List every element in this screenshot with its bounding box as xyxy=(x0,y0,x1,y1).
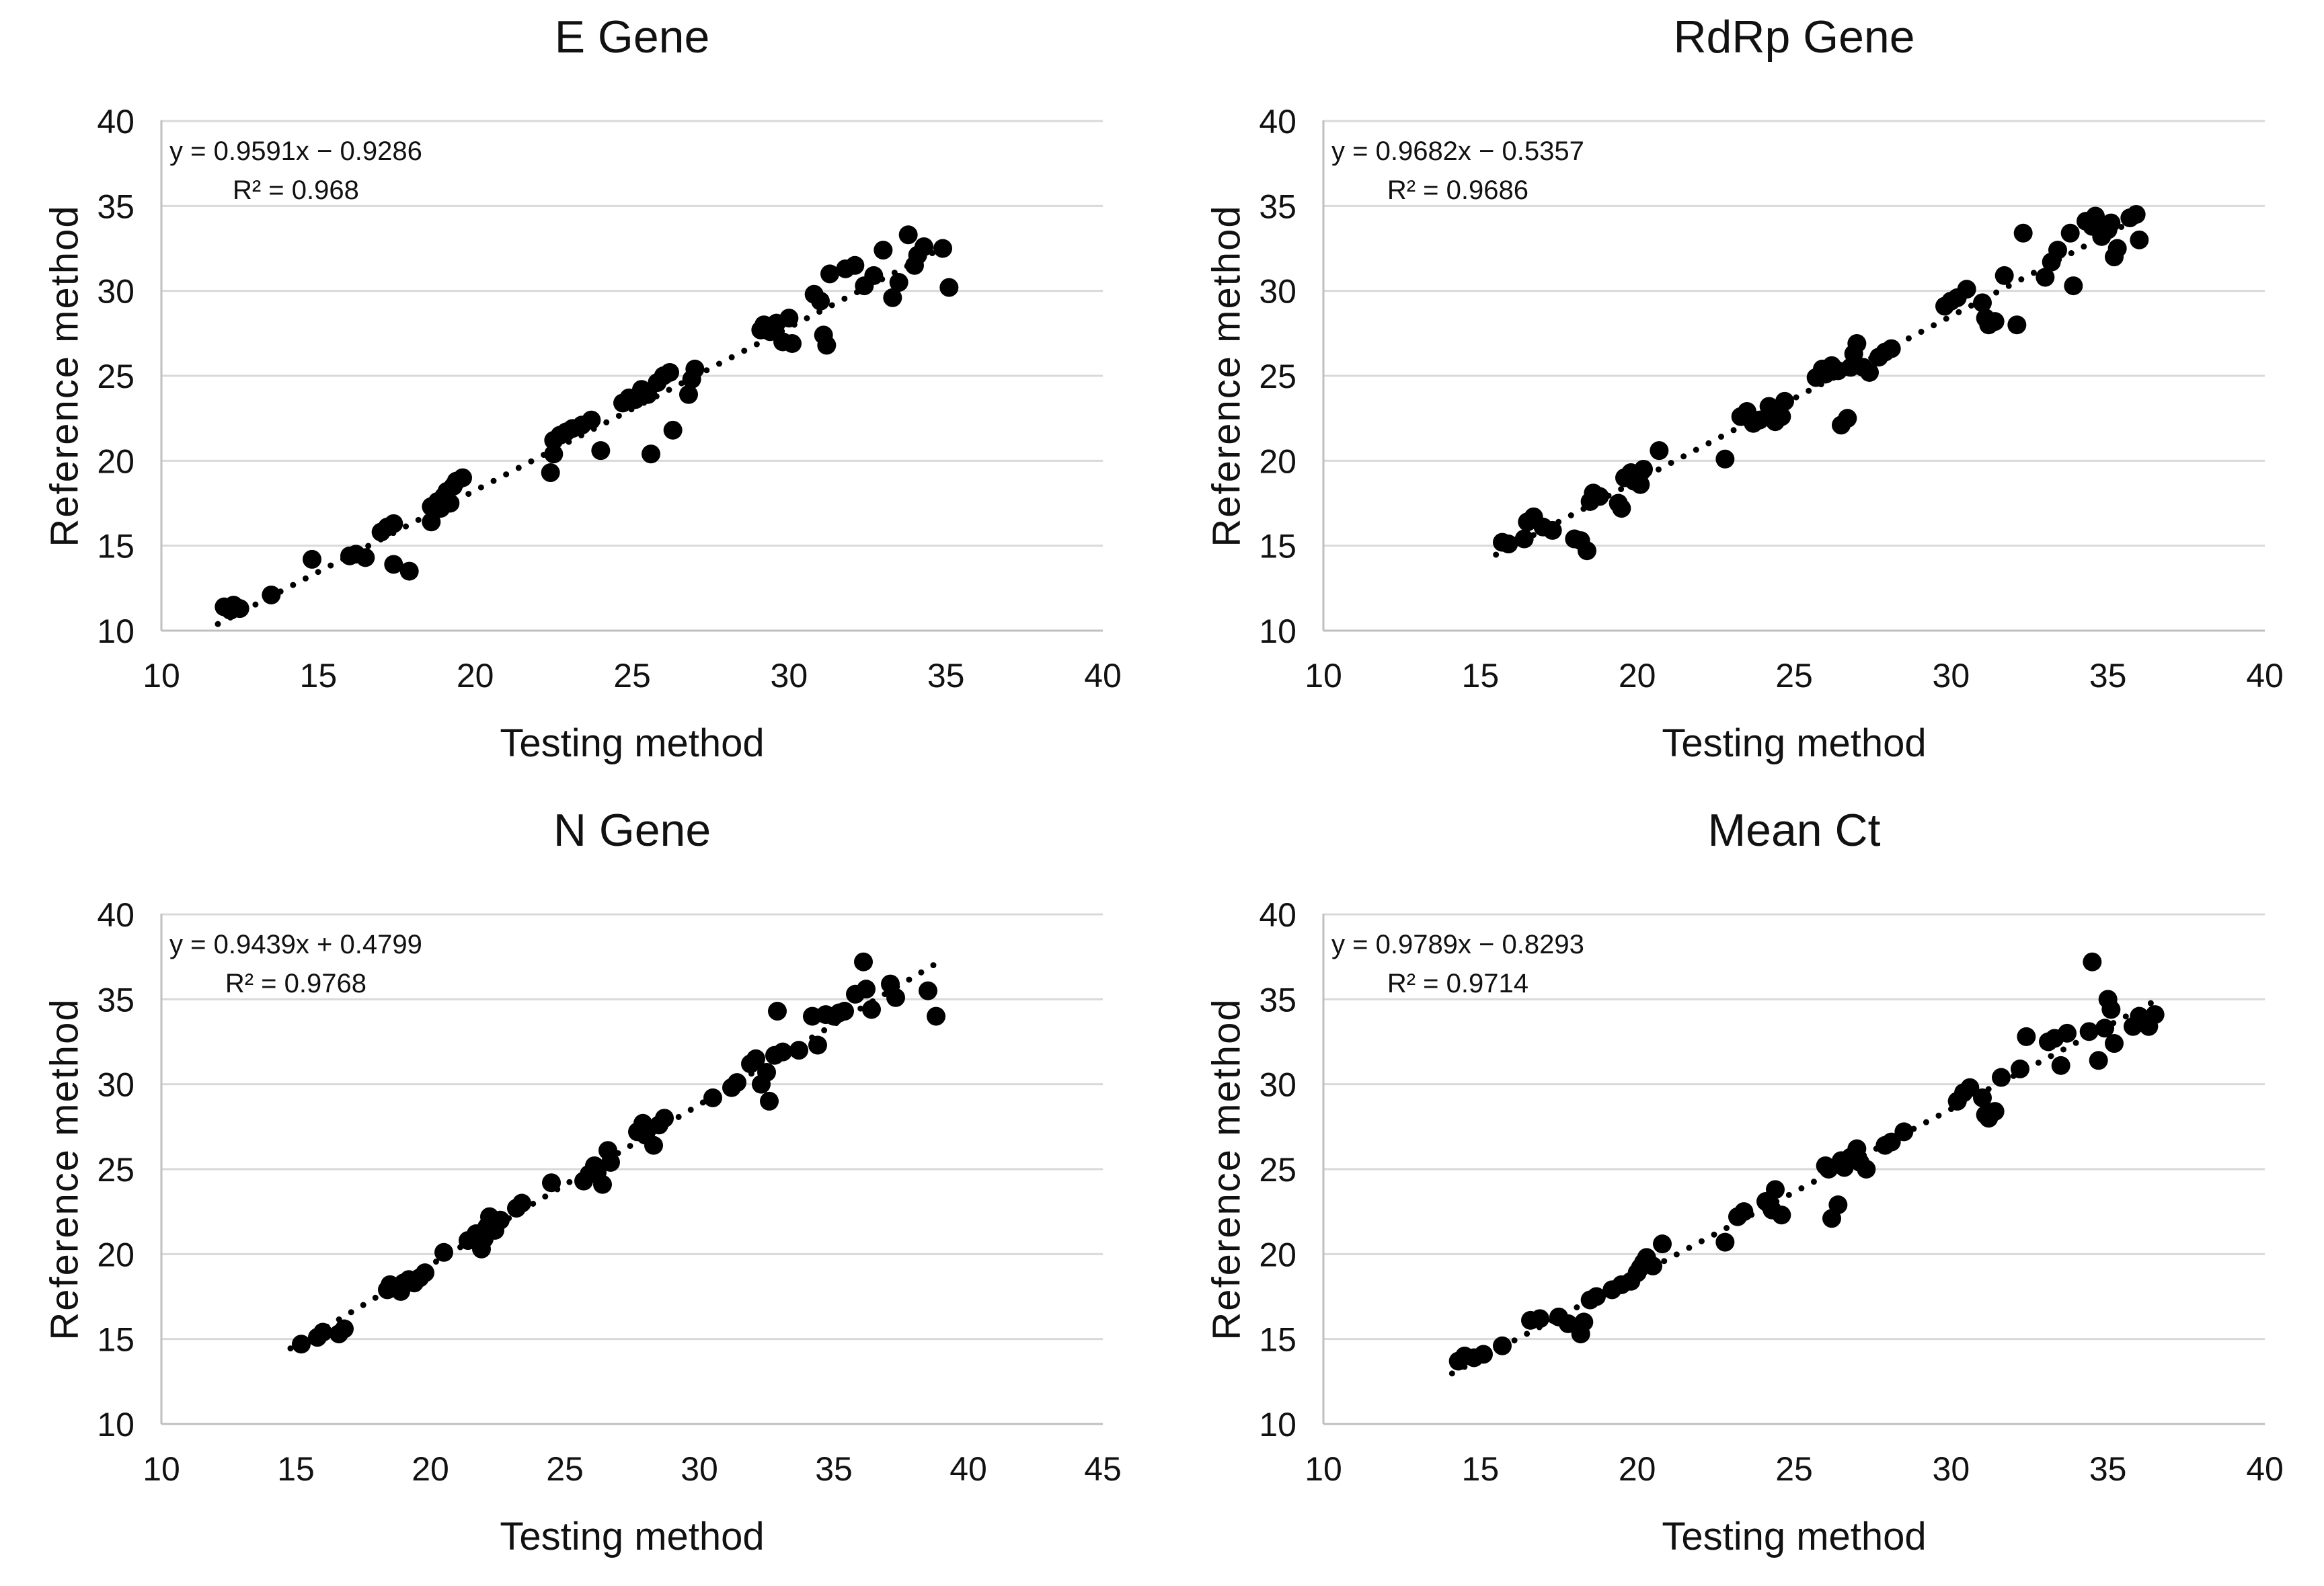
svg-text:40: 40 xyxy=(950,1450,987,1488)
svg-text:15: 15 xyxy=(1259,528,1296,565)
svg-text:25: 25 xyxy=(97,358,134,395)
svg-text:35: 35 xyxy=(2089,657,2127,695)
svg-text:30: 30 xyxy=(1259,1066,1296,1104)
trendline-equation: y = 0.9591x − 0.9286 R² = 0.968 xyxy=(169,132,422,210)
svg-text:10: 10 xyxy=(1259,612,1296,650)
chart-title: Mean Ct xyxy=(1707,805,1881,856)
svg-text:20: 20 xyxy=(1259,442,1296,480)
chart-panel-mean-ct: 10 15 20 25 30 35 40 10 15 20 25 30 35 40 Mean Ct y =… xyxy=(1162,793,2324,1586)
svg-text:30: 30 xyxy=(97,273,134,311)
r-squared-line: R² = 0.9714 xyxy=(1387,969,1528,998)
svg-text:40: 40 xyxy=(97,103,134,141)
svg-text:40: 40 xyxy=(97,896,134,934)
svg-text:20: 20 xyxy=(97,1236,134,1273)
svg-text:15: 15 xyxy=(97,1321,134,1359)
svg-text:20: 20 xyxy=(412,1450,449,1488)
svg-text:20: 20 xyxy=(1619,1450,1656,1488)
svg-text:10: 10 xyxy=(143,1450,180,1488)
svg-text:15: 15 xyxy=(1462,1450,1500,1488)
svg-text:40: 40 xyxy=(1084,657,1122,695)
svg-text:10: 10 xyxy=(1305,657,1342,695)
chart-panel-n-gene: 10 15 20 25 30 35 40 10 15 20 25 30 35 40 45 N Gene y … xyxy=(0,793,1162,1586)
svg-text:15: 15 xyxy=(1259,1321,1296,1359)
chart-panel-e-gene: 10 15 20 25 30 35 40 10 15 20 25 30 35 40 E Gene y = … xyxy=(0,0,1162,793)
y-axis-title: Reference method xyxy=(1204,204,1249,547)
svg-text:40: 40 xyxy=(2246,1450,2284,1488)
scatter-chart-n-gene: 10 15 20 25 30 35 40 10 15 20 25 30 35 40 45 xyxy=(97,896,1122,1488)
svg-text:20: 20 xyxy=(1619,657,1656,695)
svg-text:40: 40 xyxy=(1259,896,1296,934)
svg-text:10: 10 xyxy=(97,1406,134,1443)
svg-text:40: 40 xyxy=(2246,657,2284,695)
svg-text:25: 25 xyxy=(1259,358,1296,395)
svg-text:35: 35 xyxy=(1259,981,1296,1019)
svg-text:45: 45 xyxy=(1084,1450,1122,1488)
scatter-chart-rdrp-gene: 10 15 20 25 30 35 40 10 15 20 25 30 35 40 xyxy=(1259,103,2284,695)
chart-title: E Gene xyxy=(554,11,710,63)
x-axis-title: Testing method xyxy=(1662,721,1927,765)
svg-text:25: 25 xyxy=(97,1151,134,1189)
x-axis-title: Testing method xyxy=(500,1515,765,1558)
x-axis-title: Testing method xyxy=(500,721,765,765)
svg-text:30: 30 xyxy=(97,1066,134,1104)
r-squared-line: R² = 0.968 xyxy=(232,175,359,205)
r-squared-line: R² = 0.9768 xyxy=(225,969,366,998)
svg-text:30: 30 xyxy=(1259,273,1296,311)
scatter-chart-mean-ct: 10 15 20 25 30 35 40 10 15 20 25 30 35 40 xyxy=(1259,896,2284,1488)
svg-text:20: 20 xyxy=(1259,1236,1296,1273)
svg-text:15: 15 xyxy=(300,657,338,695)
svg-text:25: 25 xyxy=(613,657,651,695)
y-axis-title: Reference method xyxy=(42,998,87,1341)
equation-line: y = 0.9682x − 0.5357 xyxy=(1331,136,1584,166)
svg-text:15: 15 xyxy=(97,528,134,565)
svg-text:30: 30 xyxy=(681,1450,718,1488)
svg-text:25: 25 xyxy=(1259,1151,1296,1189)
chart-panel-rdrp-gene: 10 15 20 25 30 35 40 10 15 20 25 30 35 40 RdRp Gene y… xyxy=(1162,0,2324,793)
svg-text:30: 30 xyxy=(771,657,808,695)
equation-line: y = 0.9591x − 0.9286 xyxy=(169,136,422,166)
svg-text:30: 30 xyxy=(1933,657,1970,695)
chart-title: RdRp Gene xyxy=(1673,11,1915,63)
svg-text:15: 15 xyxy=(277,1450,315,1488)
trendline-equation: y = 0.9789x − 0.8293 R² = 0.9714 xyxy=(1331,925,1584,1003)
y-axis-title: Reference method xyxy=(42,204,87,547)
svg-text:10: 10 xyxy=(1305,1450,1342,1488)
svg-text:20: 20 xyxy=(97,442,134,480)
svg-text:35: 35 xyxy=(927,657,965,695)
svg-text:10: 10 xyxy=(1259,1406,1296,1443)
y-axis-title: Reference method xyxy=(1204,998,1249,1341)
svg-text:25: 25 xyxy=(1775,1450,1813,1488)
svg-text:35: 35 xyxy=(97,981,134,1019)
svg-text:15: 15 xyxy=(1462,657,1500,695)
svg-text:25: 25 xyxy=(1775,657,1813,695)
svg-text:10: 10 xyxy=(143,657,180,695)
trendline-equation: y = 0.9439x + 0.4799 R² = 0.9768 xyxy=(169,925,422,1003)
svg-text:35: 35 xyxy=(2089,1450,2127,1488)
chart-title: N Gene xyxy=(553,805,711,856)
equation-line: y = 0.9439x + 0.4799 xyxy=(169,930,422,959)
x-axis-title: Testing method xyxy=(1662,1515,1927,1558)
scatter-chart-e-gene: 10 15 20 25 30 35 40 10 15 20 25 30 35 40 xyxy=(97,103,1122,695)
svg-text:40: 40 xyxy=(1259,103,1296,141)
svg-text:25: 25 xyxy=(546,1450,584,1488)
svg-text:35: 35 xyxy=(97,188,134,225)
svg-text:35: 35 xyxy=(815,1450,853,1488)
svg-text:10: 10 xyxy=(97,612,134,650)
equation-line: y = 0.9789x − 0.8293 xyxy=(1331,930,1584,959)
svg-text:30: 30 xyxy=(1933,1450,1970,1488)
trendline-equation: y = 0.9682x − 0.5357 R² = 0.9686 xyxy=(1331,132,1584,210)
r-squared-line: R² = 0.9686 xyxy=(1387,175,1528,205)
svg-text:20: 20 xyxy=(457,657,494,695)
svg-text:35: 35 xyxy=(1259,188,1296,225)
